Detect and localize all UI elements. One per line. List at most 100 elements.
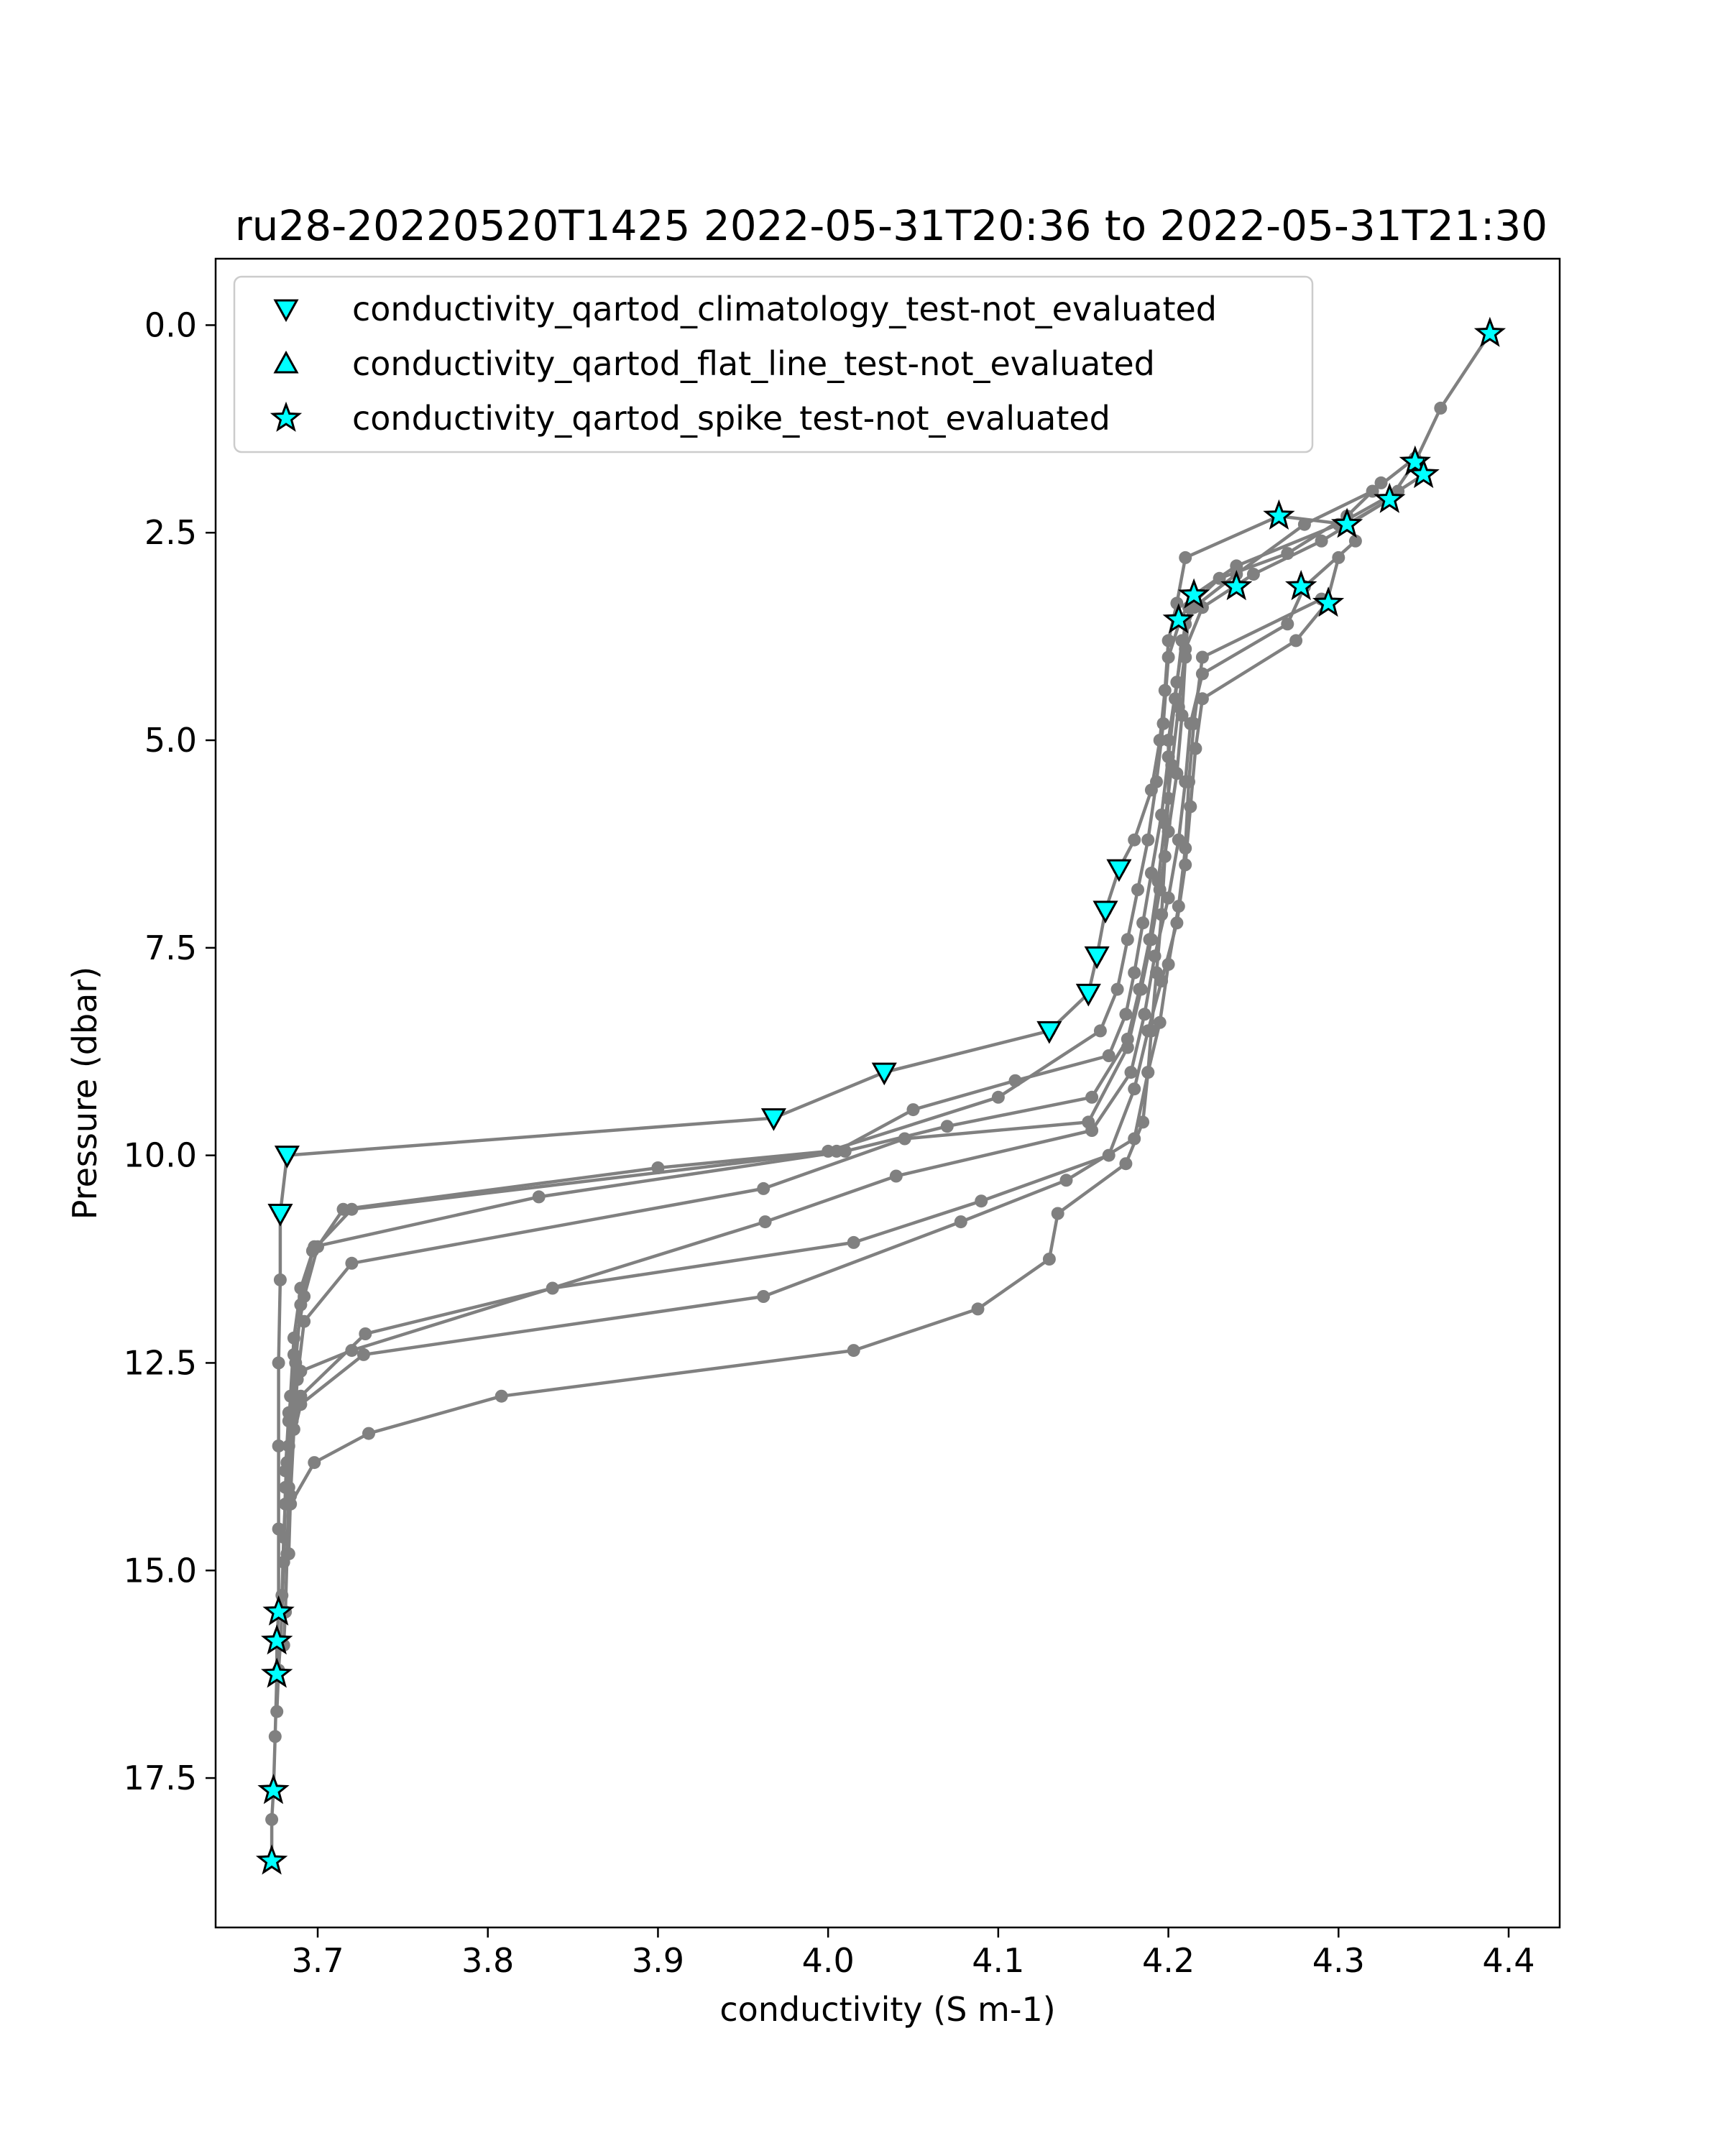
profile-point [1172, 900, 1185, 913]
profile-point [1119, 1157, 1133, 1171]
y-tick-label: 2.5 [144, 513, 197, 552]
profile-point [757, 1181, 770, 1195]
profile-point [532, 1190, 546, 1204]
spike-flag-marker [1263, 499, 1295, 530]
y-tick-label: 0.0 [144, 305, 197, 344]
profile-series-8 [280, 592, 1328, 1470]
profile-point [280, 1456, 294, 1470]
profile-point [345, 1256, 359, 1270]
profile-point [1179, 842, 1192, 855]
profile-point [1162, 891, 1175, 905]
profile-point [1141, 833, 1155, 847]
profile-point [345, 1202, 359, 1216]
spike-flag-marker [1374, 482, 1406, 513]
profile-point [1121, 1041, 1134, 1054]
legend: conductivity_qartod_climatology_test-not… [233, 275, 1314, 453]
climatology-flag-marker [1092, 900, 1118, 923]
climatology-flag-marker [1075, 983, 1101, 1007]
profile-point [758, 1215, 772, 1229]
profile-point [940, 1120, 954, 1133]
profile-point [298, 1314, 311, 1328]
profile-point [1110, 982, 1124, 996]
profile-point [1155, 908, 1169, 921]
legend-entry-3: conductivity_qartod_spike_test-not_evalu… [270, 399, 1110, 438]
spike-flag-marker [1473, 316, 1506, 347]
profile-point [1134, 982, 1148, 996]
profile-point [1434, 401, 1448, 415]
profile-point [1195, 692, 1209, 706]
profile-point [1121, 933, 1134, 946]
y-tick-label: 10.0 [124, 1136, 197, 1175]
profile-point [1195, 650, 1209, 664]
profile-point [294, 1365, 308, 1378]
profile-point [1124, 1066, 1138, 1079]
y-tick-label: 15.0 [124, 1551, 197, 1590]
profile-point [1008, 1074, 1022, 1087]
climatology-flag-marker [267, 1204, 293, 1227]
x-axis: 3.7 3.8 3.9 4.0 4.1 4.2 4.3 4.4 [291, 1927, 1535, 1980]
plot-area [255, 316, 1506, 1875]
x-tick-label: 3.7 [291, 1941, 344, 1980]
profile-point [1289, 634, 1303, 648]
profile-point [1144, 1024, 1158, 1038]
profile-point [1187, 717, 1201, 730]
profile-point [1162, 734, 1175, 747]
spike-flag-marker [255, 1844, 288, 1875]
legend-entry-1: conductivity_qartod_climatology_test-not… [273, 290, 1217, 328]
x-tick-label: 4.0 [802, 1941, 855, 1980]
profile-point [273, 1273, 287, 1286]
legend-marker-triangle-up [273, 350, 299, 374]
profile-point [356, 1348, 370, 1361]
profile-point [1179, 550, 1192, 564]
y-axis-label: Pressure (dbar) [65, 967, 104, 1220]
legend-marker-triangle-down [273, 299, 299, 323]
x-axis-label: conductivity (S m-1) [719, 1990, 1055, 2029]
profile-point [1153, 1015, 1167, 1029]
y-tick-label: 7.5 [144, 929, 197, 967]
spike-flag-marker [1285, 570, 1317, 601]
spike-flag-marker [1407, 458, 1440, 489]
spike-flag-marker [1312, 586, 1345, 617]
profile-point [1170, 767, 1184, 780]
climatology-flag-marker [274, 1146, 300, 1169]
climatology-flag-marker [871, 1062, 897, 1086]
profile-point [1128, 966, 1141, 980]
profile-point [1170, 596, 1184, 610]
profile-point [1332, 550, 1346, 564]
profile-point [294, 1398, 308, 1411]
legend-frame [233, 275, 1314, 453]
profile-point [1128, 1082, 1141, 1096]
profile-point [287, 1331, 300, 1345]
climatology-flag-marker [1084, 946, 1110, 969]
profile-point [1085, 1090, 1099, 1104]
profile-point [1182, 775, 1195, 788]
profile-point [838, 1144, 852, 1158]
profile-point [1158, 849, 1172, 863]
spike-flag-marker [257, 1774, 290, 1805]
profile-point [1051, 1207, 1064, 1220]
profile-point [282, 1547, 295, 1561]
y-tick-label: 12.5 [124, 1343, 197, 1382]
profile-point [1170, 676, 1184, 689]
profile-point [1138, 1008, 1151, 1021]
profile-point [1059, 1174, 1073, 1187]
profile-point [284, 1497, 298, 1511]
profile-point [971, 1302, 985, 1316]
profile-point [1136, 1115, 1150, 1129]
profile-point [1297, 517, 1311, 531]
profile-point [494, 1389, 508, 1403]
profile-point [954, 1215, 967, 1229]
profile-point [975, 1194, 988, 1208]
legend-marker-star [270, 401, 303, 432]
profile-point [991, 1090, 1005, 1104]
spike-flag-marker [1330, 507, 1363, 538]
profile-point [265, 1812, 279, 1826]
profile-point [1042, 1253, 1056, 1266]
legend-entry-2: conductivity_qartod_flat_line_test-not_e… [273, 344, 1155, 383]
y-tick-label: 5.0 [144, 721, 197, 760]
profile-line [285, 597, 1322, 1463]
profile-point [1156, 717, 1170, 730]
profile-point [362, 1427, 375, 1440]
spike-flag-marker [1399, 445, 1431, 476]
